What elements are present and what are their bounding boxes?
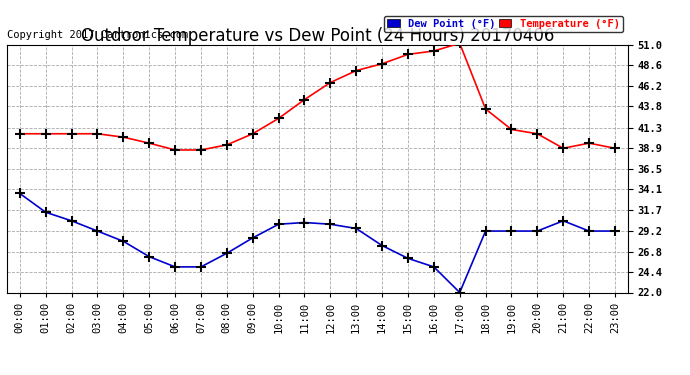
Title: Outdoor Temperature vs Dew Point (24 Hours) 20170406: Outdoor Temperature vs Dew Point (24 Hou…	[81, 27, 554, 45]
Legend: Dew Point (°F), Temperature (°F): Dew Point (°F), Temperature (°F)	[384, 15, 622, 32]
Text: Copyright 2017 Cartronics.com: Copyright 2017 Cartronics.com	[7, 30, 188, 40]
